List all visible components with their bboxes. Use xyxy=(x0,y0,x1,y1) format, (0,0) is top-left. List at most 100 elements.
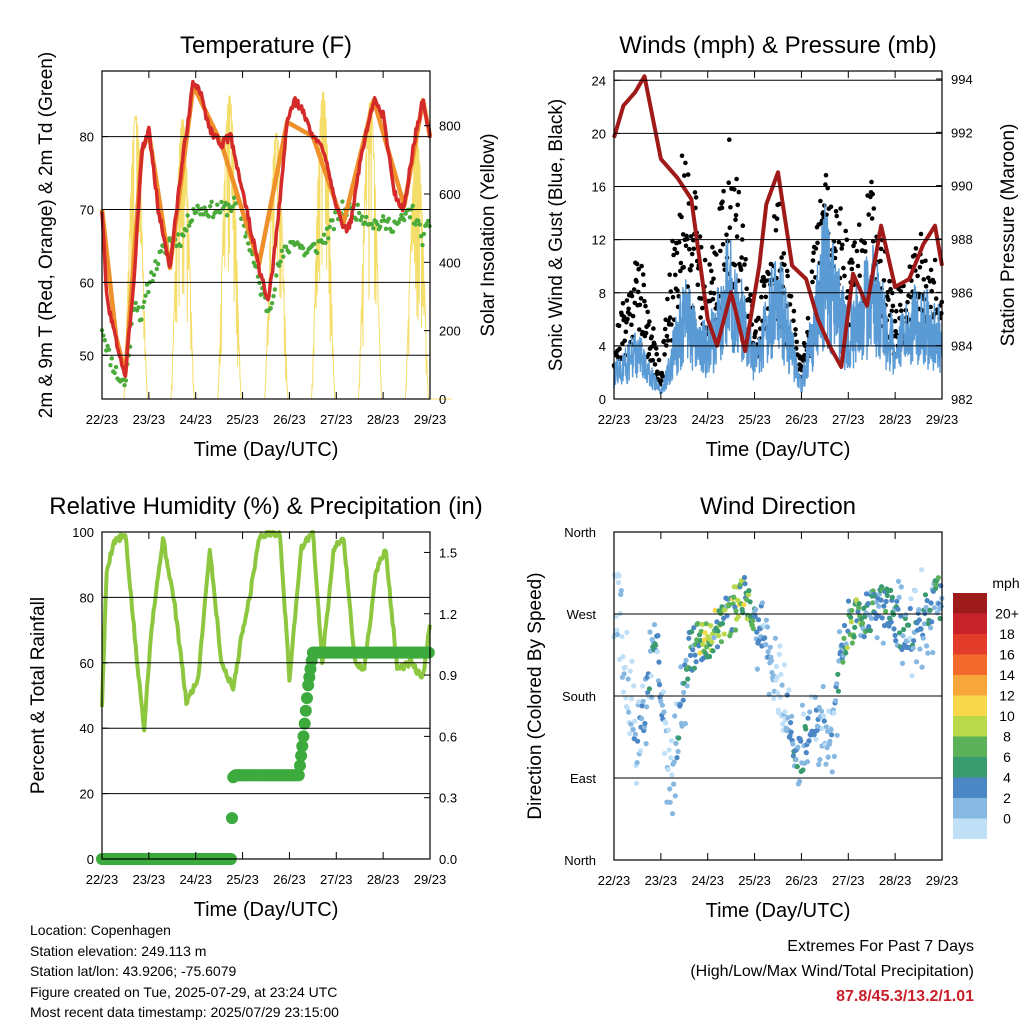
direction-point xyxy=(673,740,679,747)
direction-x-tick-label: 27/23 xyxy=(832,873,865,888)
direction-point xyxy=(614,631,621,638)
dewpoint-point xyxy=(194,210,199,215)
direction-point xyxy=(865,601,871,607)
direction-point xyxy=(781,662,788,668)
direction-point xyxy=(769,670,775,676)
temperature-y2-tick-label: 200 xyxy=(439,324,461,339)
humidity-y-tick-label: 60 xyxy=(80,656,94,671)
dewpoint-point xyxy=(140,305,145,310)
direction-point xyxy=(909,673,915,679)
winds-y-axis-label: Sonic Wind & Gust (Blue, Black) xyxy=(546,99,567,371)
gust-point xyxy=(714,252,719,257)
direction-color-legend: mph 20+ 18 16 14 12 10 8 6 4 2 0 xyxy=(953,575,1020,839)
humidity-y-tick-label: 0 xyxy=(87,852,94,867)
direction-point xyxy=(712,607,718,614)
direction-point xyxy=(888,619,894,625)
direction-point xyxy=(831,710,837,716)
direction-y-tick-label: South xyxy=(562,689,596,704)
direction-y-tick-label: West xyxy=(567,607,597,622)
direction-point xyxy=(715,628,721,634)
direction-point xyxy=(630,727,636,733)
dewpoint-point xyxy=(314,250,320,256)
direction-point xyxy=(923,604,929,611)
gust-point xyxy=(763,294,769,300)
gust-point xyxy=(773,228,779,233)
direction-point xyxy=(620,654,626,660)
gust-point xyxy=(736,189,742,195)
gust-point xyxy=(856,222,862,227)
gust-point xyxy=(810,279,815,285)
gust-point xyxy=(869,216,875,221)
direction-point xyxy=(804,759,811,765)
direction-point xyxy=(840,659,846,665)
extremes-values: 87.8/45.3/13.2/1.01 xyxy=(836,988,974,1005)
direction-point xyxy=(866,624,872,630)
direction-point xyxy=(816,761,822,768)
winds-x-tick-label: 25/23 xyxy=(738,412,771,427)
direction-title: Wind Direction xyxy=(700,493,856,520)
gust-point xyxy=(836,239,842,245)
gust-point xyxy=(685,172,691,177)
direction-point xyxy=(672,793,678,799)
gust-point xyxy=(711,291,717,296)
dewpoint-point xyxy=(251,260,256,265)
direction-point xyxy=(764,624,771,630)
direction-point xyxy=(782,709,788,715)
direction-point xyxy=(883,598,889,605)
direction-y-axis-label: Direction (Colored By Speed) xyxy=(525,572,546,819)
direction-point xyxy=(695,620,701,627)
humidity-frame xyxy=(101,531,431,860)
direction-point xyxy=(702,630,708,636)
dewpoint-point xyxy=(112,370,117,376)
direction-point xyxy=(820,683,826,690)
gust-point xyxy=(810,258,816,263)
dewpoint-point xyxy=(383,226,389,231)
winds-x-tick-label: 22/23 xyxy=(598,412,631,427)
direction-point xyxy=(689,629,695,635)
gust-point xyxy=(627,311,632,317)
gust-point xyxy=(664,333,670,339)
dewpoint-point xyxy=(158,249,164,254)
dewpoint-point xyxy=(330,218,335,223)
direction-point xyxy=(894,598,900,604)
direction-point xyxy=(835,671,841,677)
dewpoint-point xyxy=(206,214,211,219)
direction-point xyxy=(925,650,931,656)
gust-point xyxy=(689,263,694,268)
direction-point xyxy=(841,635,847,642)
direction-point xyxy=(733,608,739,614)
direction-point xyxy=(897,630,903,636)
dewpoint-point xyxy=(331,226,337,232)
gust-point xyxy=(642,298,647,304)
precip-point xyxy=(422,646,435,659)
direction-point xyxy=(627,730,633,737)
gust-point xyxy=(833,209,839,214)
direction-point xyxy=(848,619,854,625)
winds-y2-axis-label: Station Pressure (Maroon) xyxy=(998,124,1019,347)
direction-point xyxy=(732,627,739,633)
legend-label: 8 xyxy=(1003,729,1011,745)
gust-point xyxy=(631,287,637,292)
direction-point xyxy=(645,690,651,696)
gust-point xyxy=(917,265,923,270)
gust-point xyxy=(764,278,769,283)
direction-point xyxy=(709,639,715,645)
direction-point xyxy=(681,689,687,696)
gust-point xyxy=(688,234,694,239)
gust-point xyxy=(702,257,708,263)
direction-point xyxy=(786,687,792,693)
gust-point xyxy=(744,286,749,292)
direction-point xyxy=(621,689,627,695)
winds-y-tick-label: 20 xyxy=(592,126,606,141)
direction-point xyxy=(891,626,897,632)
direction-point xyxy=(752,613,758,620)
gust-point xyxy=(871,206,877,211)
direction-point xyxy=(691,625,697,631)
gust-point xyxy=(748,292,753,298)
direction-point xyxy=(716,633,722,639)
direction-point xyxy=(917,646,923,652)
direction-point xyxy=(816,704,822,711)
dewpoint-point xyxy=(271,293,276,299)
dewpoint-point xyxy=(142,299,147,304)
